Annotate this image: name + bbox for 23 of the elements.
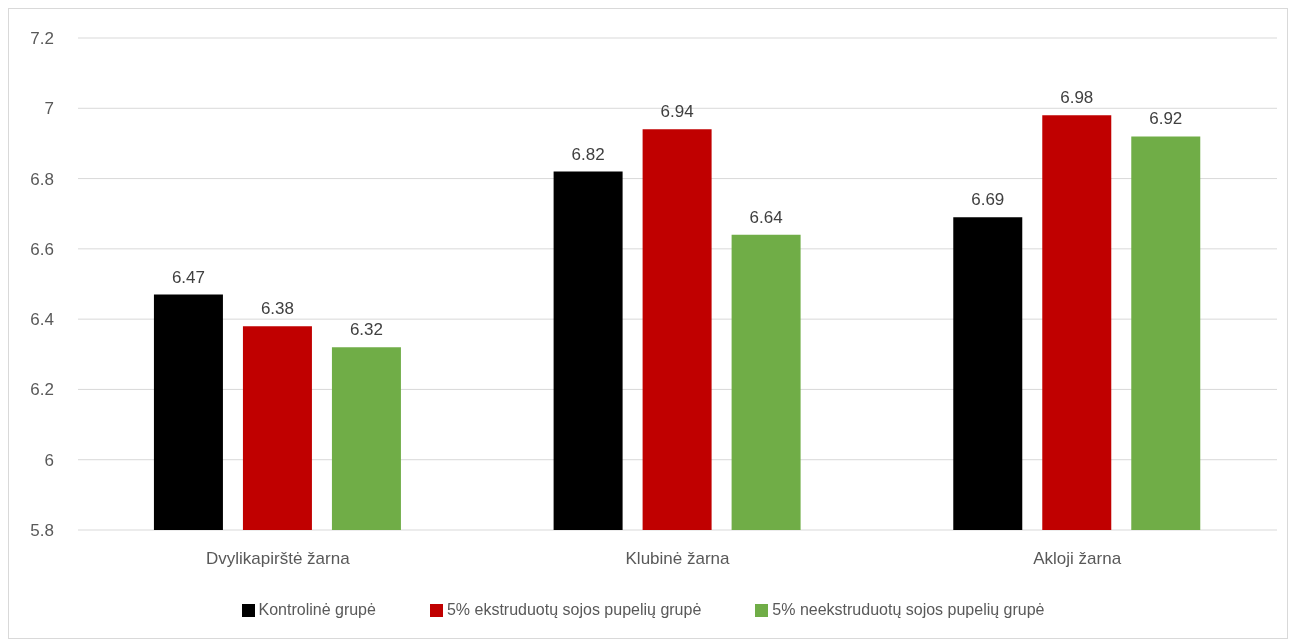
data-label: 6.98 [1060, 88, 1094, 108]
data-label: 6.32 [349, 320, 383, 340]
y-tick-label: 6.4 [30, 310, 54, 330]
y-tick-label: 5.8 [30, 521, 54, 541]
x-tick-label: Dvylikapirštė žarna [206, 549, 351, 569]
y-tick-label: 7 [44, 99, 54, 119]
y-tick-label: 7.2 [30, 29, 54, 49]
data-label: 6.38 [260, 299, 294, 319]
x-tick-label: Akloji žarna [1033, 549, 1122, 569]
y-tick-label: 6 [44, 450, 54, 470]
x-tick-label: Klubinė žarna [625, 549, 731, 569]
data-label: 6.47 [171, 267, 205, 287]
data-label: 6.64 [749, 207, 783, 227]
data-label: 6.82 [571, 144, 605, 164]
legend-label: 5% neekstruduotų sojos pupelių grupė [772, 601, 1045, 619]
y-tick-label: 6.8 [30, 169, 54, 189]
legend-label: 5% ekstruduotų sojos pupelių grupė [446, 601, 702, 619]
data-label: 6.69 [971, 190, 1005, 210]
data-label: 6.92 [1149, 109, 1183, 129]
legend-label: Kontrolinė grupė [258, 601, 376, 619]
y-tick-label: 6.2 [30, 380, 54, 400]
y-tick-label: 6.6 [30, 239, 54, 259]
data-label: 6.94 [660, 102, 694, 122]
